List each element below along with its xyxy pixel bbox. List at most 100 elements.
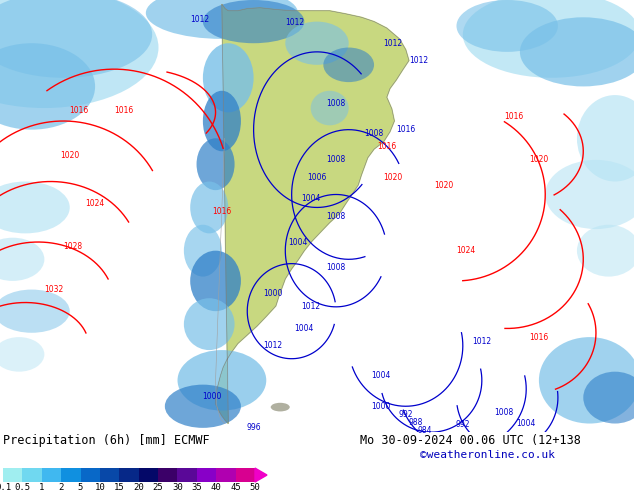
Bar	[158, 468, 178, 482]
Bar	[197, 468, 216, 482]
Text: 992: 992	[399, 411, 413, 419]
Ellipse shape	[311, 91, 349, 125]
Text: ©weatheronline.co.uk: ©weatheronline.co.uk	[420, 450, 555, 460]
Text: 984: 984	[418, 425, 432, 435]
Ellipse shape	[190, 181, 228, 233]
Text: 1000: 1000	[263, 290, 282, 298]
Ellipse shape	[146, 0, 298, 39]
Ellipse shape	[463, 0, 634, 78]
Ellipse shape	[184, 298, 235, 350]
Text: 988: 988	[408, 418, 422, 427]
Ellipse shape	[165, 385, 241, 428]
Ellipse shape	[577, 225, 634, 276]
Ellipse shape	[271, 403, 290, 412]
Bar	[119, 468, 139, 482]
Bar	[178, 468, 197, 482]
Ellipse shape	[539, 337, 634, 423]
Text: 1008: 1008	[327, 212, 346, 220]
Text: 1020: 1020	[434, 181, 453, 190]
Text: 1008: 1008	[365, 129, 384, 139]
Text: 1012: 1012	[472, 337, 491, 346]
Ellipse shape	[203, 0, 304, 43]
Bar	[81, 468, 100, 482]
Text: 1016: 1016	[396, 125, 415, 134]
Text: 1004: 1004	[288, 238, 307, 246]
Text: 5: 5	[78, 483, 83, 490]
Ellipse shape	[520, 17, 634, 86]
Text: 50: 50	[250, 483, 261, 490]
Text: 1008: 1008	[327, 155, 346, 165]
Ellipse shape	[0, 0, 158, 108]
Bar	[139, 468, 158, 482]
Text: 0.5: 0.5	[15, 483, 30, 490]
Text: 1028: 1028	[63, 242, 82, 251]
Text: 1012: 1012	[384, 39, 403, 48]
Text: 0.1: 0.1	[0, 483, 11, 490]
Text: 15: 15	[114, 483, 125, 490]
Ellipse shape	[0, 290, 70, 333]
Ellipse shape	[190, 251, 241, 311]
Text: 1020: 1020	[60, 151, 79, 160]
Text: 1004: 1004	[517, 419, 536, 428]
Text: 1020: 1020	[529, 155, 548, 165]
Ellipse shape	[583, 372, 634, 423]
Text: 1020: 1020	[384, 172, 403, 182]
Ellipse shape	[545, 160, 634, 229]
Ellipse shape	[0, 43, 95, 130]
Ellipse shape	[456, 0, 558, 52]
Text: 1000: 1000	[371, 402, 390, 411]
Ellipse shape	[178, 350, 266, 411]
Text: 1000: 1000	[203, 392, 222, 401]
Text: 1032: 1032	[44, 285, 63, 294]
Ellipse shape	[0, 0, 152, 78]
Text: 35: 35	[191, 483, 202, 490]
Polygon shape	[255, 468, 267, 482]
Text: 1012: 1012	[301, 302, 320, 311]
Bar	[22, 468, 42, 482]
Text: 1008: 1008	[327, 264, 346, 272]
Text: 10: 10	[94, 483, 105, 490]
Text: 1012: 1012	[190, 15, 209, 24]
Text: 1: 1	[39, 483, 44, 490]
Ellipse shape	[577, 95, 634, 181]
Text: 1012: 1012	[285, 18, 304, 27]
Text: 1004: 1004	[301, 195, 320, 203]
Ellipse shape	[0, 337, 44, 372]
Text: 1016: 1016	[212, 207, 231, 216]
Ellipse shape	[0, 238, 44, 281]
Text: 20: 20	[133, 483, 144, 490]
Ellipse shape	[203, 91, 241, 151]
Ellipse shape	[285, 22, 349, 65]
Bar	[100, 468, 119, 482]
Text: 30: 30	[172, 483, 183, 490]
Text: 1016: 1016	[70, 106, 89, 115]
Text: 1012: 1012	[263, 341, 282, 350]
Bar	[42, 468, 61, 482]
Text: 1016: 1016	[377, 143, 396, 151]
Text: 996: 996	[246, 423, 261, 432]
Text: 1016: 1016	[504, 112, 523, 121]
Bar	[3, 468, 22, 482]
Text: 1024: 1024	[86, 198, 105, 208]
Ellipse shape	[323, 48, 374, 82]
Text: 1012: 1012	[409, 56, 428, 65]
Text: Mo 30-09-2024 00.06 UTC (12+138: Mo 30-09-2024 00.06 UTC (12+138	[360, 434, 581, 447]
Text: 25: 25	[153, 483, 164, 490]
Text: 1006: 1006	[307, 172, 327, 182]
Text: 45: 45	[230, 483, 241, 490]
Text: 2: 2	[58, 483, 64, 490]
Polygon shape	[216, 4, 409, 423]
Bar	[216, 468, 236, 482]
Text: 1016: 1016	[529, 333, 548, 342]
Text: 1016: 1016	[114, 106, 133, 115]
Ellipse shape	[197, 138, 235, 190]
Bar	[236, 468, 255, 482]
Text: Precipitation (6h) [mm] ECMWF: Precipitation (6h) [mm] ECMWF	[3, 434, 210, 447]
Text: 992: 992	[456, 420, 470, 429]
Text: 1024: 1024	[456, 246, 476, 255]
Text: 1004: 1004	[295, 324, 314, 333]
Ellipse shape	[184, 225, 222, 276]
Ellipse shape	[203, 43, 254, 112]
Text: 40: 40	[211, 483, 222, 490]
Text: 1008: 1008	[327, 99, 346, 108]
